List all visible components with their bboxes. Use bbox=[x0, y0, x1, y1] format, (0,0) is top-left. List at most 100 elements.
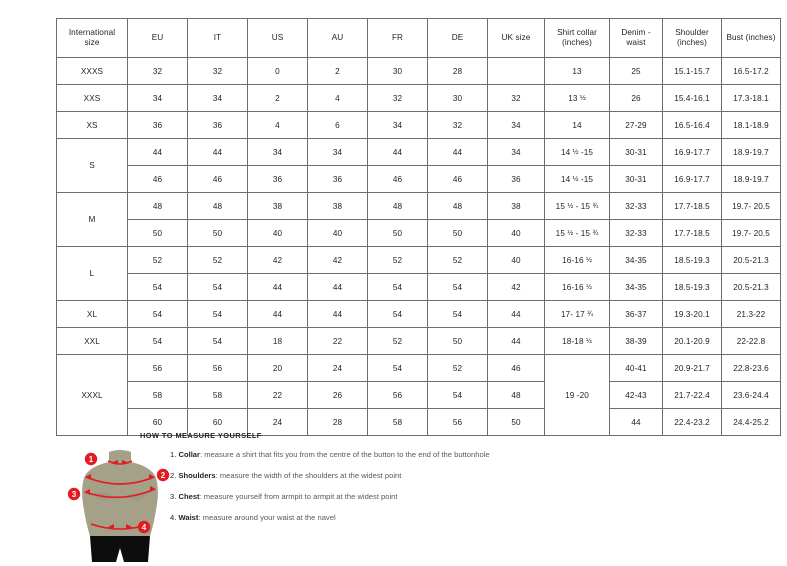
figure-marker-4: 4 bbox=[137, 520, 151, 534]
cell-fr: 44 bbox=[367, 138, 428, 166]
figure-marker-2-label: 2 bbox=[161, 471, 166, 480]
table-row: 50 50 40 40 50 50 40 15 ½ - 15 ¾ 32-33 17.7-18.5 1… bbox=[57, 219, 781, 247]
cell-fr: 58 bbox=[367, 408, 428, 436]
cell-bust: 18.9-19.7 bbox=[721, 165, 781, 193]
cell-us: 0 bbox=[247, 57, 308, 85]
cell-au: 40 bbox=[307, 219, 368, 247]
table-row: 60 60 24 28 58 56 50 44 22.4-23.2 24.4-25.2 bbox=[57, 408, 781, 436]
table-row: L 52 52 42 42 52 52 40 16-16 ½ 34-35 18.5-19.3 20.5… bbox=[56, 246, 781, 301]
cell-uk: 40 bbox=[487, 219, 545, 247]
cell-de: 48 bbox=[427, 192, 488, 220]
measure-item-label: Collar bbox=[178, 450, 200, 459]
cell-us: 34 bbox=[247, 138, 308, 166]
cell-international-size: XXL bbox=[56, 327, 128, 355]
column-header-uk-size: UK size bbox=[487, 18, 545, 58]
cell-bust: 20.5-21.3 bbox=[721, 246, 781, 274]
cell-eu: 44 bbox=[127, 138, 188, 166]
cell-shirt-collar: 14 ½ -15 bbox=[544, 165, 610, 193]
cell-au: 36 bbox=[307, 165, 368, 193]
cell-au: 28 bbox=[307, 408, 368, 436]
cell-shoulder: 18.5-19.3 bbox=[662, 246, 722, 274]
header-line-2: (inches) bbox=[677, 38, 707, 47]
cell-shoulder: 21.7-22.4 bbox=[662, 381, 722, 409]
size-chart-body: XXXS 32 32 0 2 30 28 13 25 15.1-15.7 16.5-17.2 XXS 3… bbox=[56, 57, 781, 436]
mannequin-figure: 1 2 3 4 bbox=[60, 444, 180, 564]
table-row: XXS 34 34 2 4 32 30 32 13 ½ 26 15.4-16.1 17.3-18.1 bbox=[56, 84, 781, 112]
cell-international-size: M bbox=[56, 192, 128, 247]
cell-au: 44 bbox=[307, 273, 368, 301]
measure-instruction-item: 1. Collar: measure a shirt that fits you… bbox=[170, 451, 730, 459]
cell-bust: 18.1-18.9 bbox=[721, 111, 781, 139]
cell-de: 30 bbox=[427, 84, 488, 112]
cell-au: 4 bbox=[307, 84, 368, 112]
cell-us: 2 bbox=[247, 84, 308, 112]
cell-international-size: XXXL bbox=[56, 354, 128, 436]
cell-fr: 54 bbox=[367, 300, 428, 328]
cell-bust: 23.6-24.4 bbox=[721, 381, 781, 409]
cell-shirt-collar: 14 ½ -15 bbox=[544, 138, 610, 166]
header-row: International size EU IT US AU FR DE UK … bbox=[56, 18, 781, 58]
table-row: 58 58 22 26 56 54 48 42-43 21.7-22.4 23.6-24.4 bbox=[57, 381, 781, 409]
cell-de: 54 bbox=[427, 273, 488, 301]
cell-us: 38 bbox=[247, 192, 308, 220]
cell-denim: 40-41 bbox=[609, 354, 663, 382]
measure-instructions-list: 1. Collar: measure a shirt that fits you… bbox=[170, 451, 730, 535]
table-row: M 48 48 38 38 48 48 38 15 ½ - 15 ¾ 32-33 17.7-18.5… bbox=[56, 192, 781, 247]
cell-international-size: S bbox=[56, 138, 128, 193]
cell-eu: 58 bbox=[127, 381, 188, 409]
size-chart-header: International size EU IT US AU FR DE UK … bbox=[56, 18, 781, 58]
torso-shape bbox=[82, 462, 158, 536]
cell-it: 60 bbox=[187, 408, 248, 436]
cell-fr: 46 bbox=[367, 165, 428, 193]
cell-de: 44 bbox=[427, 138, 488, 166]
header-line-2: waist bbox=[626, 38, 646, 47]
cell-shirt-collar: 16-16 ½ bbox=[544, 246, 610, 274]
cell-denim: 44 bbox=[609, 408, 663, 436]
cell-shoulder: 17.7-18.5 bbox=[662, 219, 722, 247]
cell-shoulder: 16.5-16.4 bbox=[662, 111, 722, 139]
cell-fr: 54 bbox=[367, 354, 428, 382]
cell-shoulder: 20.9-21.7 bbox=[662, 354, 722, 382]
collar-arrowhead-left bbox=[113, 460, 118, 465]
cell-eu: 36 bbox=[127, 111, 188, 139]
table-row: XS 36 36 4 6 34 32 34 14 27-29 16.5-16.4 18.1-18.9 bbox=[56, 111, 781, 139]
measure-item-number: 4. bbox=[170, 513, 177, 523]
cell-denim: 32-33 bbox=[609, 192, 663, 220]
cell-denim: 34-35 bbox=[609, 246, 663, 274]
cell-eu: 54 bbox=[127, 273, 188, 301]
cell-denim: 36-37 bbox=[609, 300, 663, 328]
column-header-bust: Bust (inches) bbox=[721, 18, 781, 58]
cell-shoulder: 15.1-15.7 bbox=[662, 57, 722, 85]
header-line-1: Shirt collar bbox=[557, 27, 597, 37]
cell-it: 52 bbox=[187, 246, 248, 274]
cell-uk: 34 bbox=[487, 138, 545, 166]
cell-us: 18 bbox=[247, 327, 308, 355]
column-header-us: US bbox=[247, 18, 308, 58]
cell-us: 42 bbox=[247, 246, 308, 274]
table-row: S 44 44 34 34 44 44 34 14 ½ -15 30-31 16.9-17.7 18.… bbox=[56, 138, 781, 193]
cell-fr: 48 bbox=[367, 192, 428, 220]
cell-de: 54 bbox=[427, 300, 488, 328]
cell-bust: 16.5-17.2 bbox=[721, 57, 781, 85]
cell-it: 56 bbox=[187, 354, 248, 382]
cell-us: 44 bbox=[247, 300, 308, 328]
cell-it: 48 bbox=[187, 192, 248, 220]
cell-it: 58 bbox=[187, 381, 248, 409]
cell-uk: 48 bbox=[487, 381, 545, 409]
figure-marker-1-label: 1 bbox=[89, 455, 94, 464]
chest-arrowhead-left bbox=[84, 489, 90, 495]
cell-bust: 20.5-21.3 bbox=[721, 273, 781, 301]
cell-de: 50 bbox=[427, 219, 488, 247]
cell-denim: 30-31 bbox=[609, 138, 663, 166]
cell-shoulder: 22.4-23.2 bbox=[662, 408, 722, 436]
cell-eu: 54 bbox=[127, 300, 188, 328]
cell-us: 4 bbox=[247, 111, 308, 139]
cell-shoulder: 19.3-20.1 bbox=[662, 300, 722, 328]
cell-bust: 22.8-23.6 bbox=[721, 354, 781, 382]
cell-fr: 52 bbox=[367, 246, 428, 274]
figure-marker-3-label: 3 bbox=[72, 490, 77, 499]
cell-uk: 42 bbox=[487, 273, 545, 301]
shoulder-arrowhead-left bbox=[85, 474, 91, 480]
cell-bust: 17.3-18.1 bbox=[721, 84, 781, 112]
cell-it: 32 bbox=[187, 57, 248, 85]
